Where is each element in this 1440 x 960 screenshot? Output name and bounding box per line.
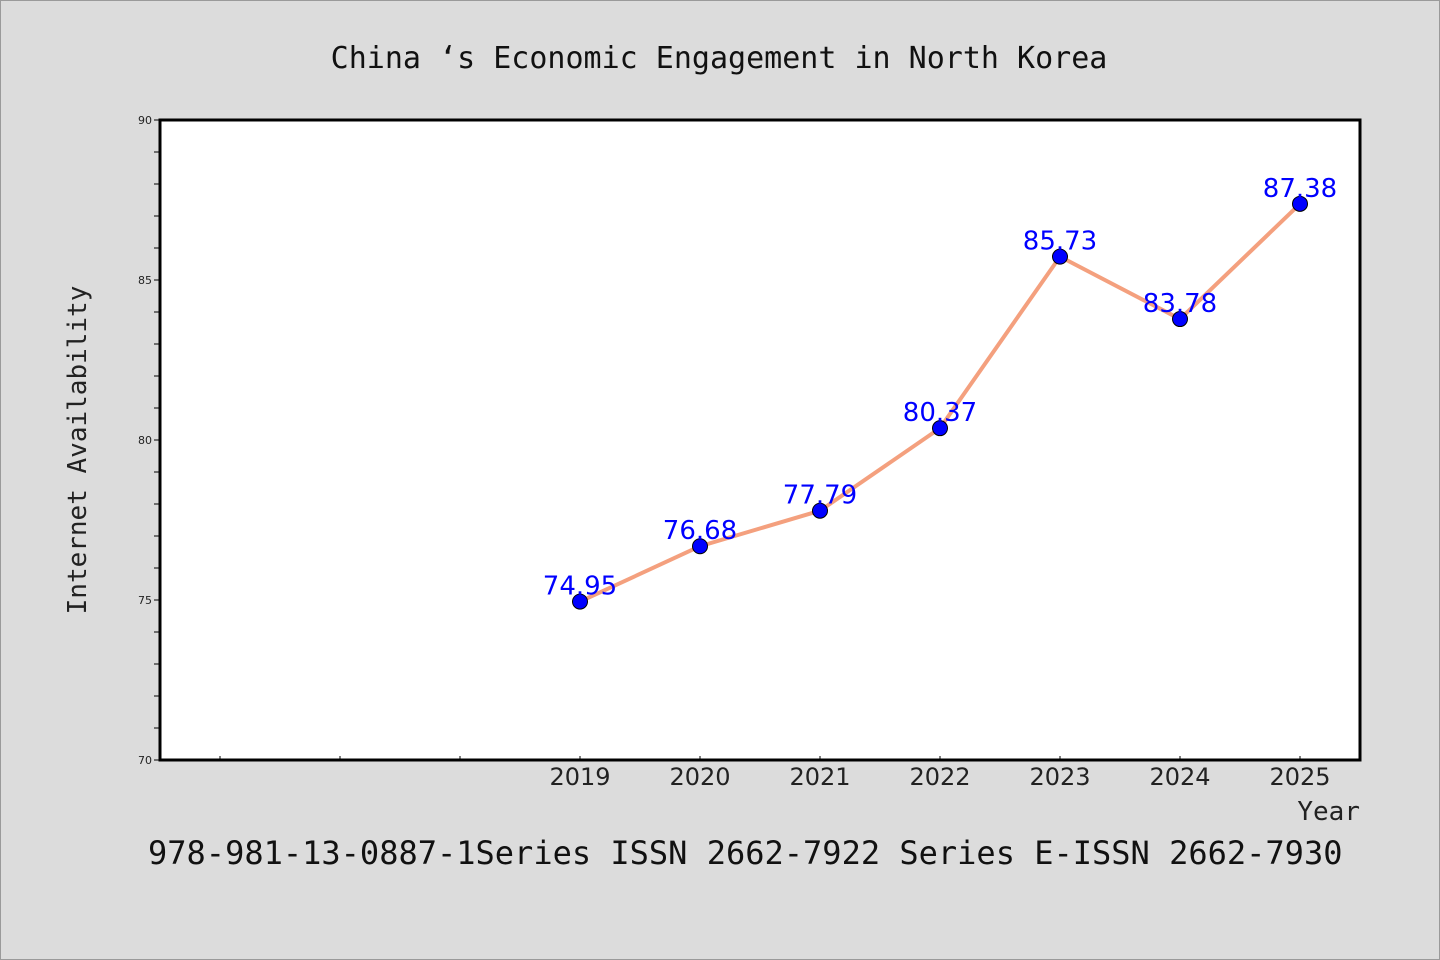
data-label: 76.68 xyxy=(663,516,737,546)
data-point-marker xyxy=(692,538,708,555)
data-point-marker xyxy=(932,420,948,437)
x-tick-label: 2019 xyxy=(549,763,610,791)
plot-area xyxy=(158,118,1362,762)
y-tick-label: 75 xyxy=(138,594,152,607)
data-label: 83.78 xyxy=(1143,289,1217,319)
x-tick-label: 2024 xyxy=(1149,763,1210,791)
data-point-marker xyxy=(1172,311,1188,328)
x-tick-label: 2020 xyxy=(669,763,730,791)
y-tick-label: 80 xyxy=(138,434,152,447)
y-tick-label: 85 xyxy=(138,274,152,287)
x-tick-label: 2021 xyxy=(789,763,850,791)
data-markers xyxy=(572,195,1308,610)
x-tick-label: 2022 xyxy=(909,763,970,791)
y-tick-label: 70 xyxy=(138,754,152,767)
y-tick-label: 90 xyxy=(138,114,152,127)
y-axis-label: Internet Availability xyxy=(63,286,93,615)
footer-isbn-text: 978-981-13-0887-1Series ISSN 2662-7922 S… xyxy=(148,834,1342,872)
y-minor-ticks xyxy=(154,119,160,761)
x-axis-label: Year xyxy=(1297,797,1360,827)
x-tick-label: 2023 xyxy=(1029,763,1090,791)
data-point-marker xyxy=(812,502,828,519)
x-tick-label: 2025 xyxy=(1269,763,1330,791)
data-labels: 74.95 76.68 77.79 80.37 85.73 83.78 87.38 xyxy=(543,174,1337,602)
data-label: 80.37 xyxy=(903,398,977,428)
data-label: 74.95 xyxy=(543,572,617,602)
data-label: 85.73 xyxy=(1023,227,1097,257)
data-point-marker xyxy=(1292,195,1308,212)
y-axis-ticks: 70 75 80 85 90 xyxy=(138,114,152,767)
data-label: 87.38 xyxy=(1263,174,1337,204)
data-point-marker xyxy=(1052,248,1068,265)
x-axis-ticks: 2019 2020 2021 2022 2023 2024 2025 xyxy=(219,756,1331,791)
data-point-marker xyxy=(572,593,588,610)
data-label: 77.79 xyxy=(783,481,857,511)
chart-title: China ‘s Economic Engagement in North Ko… xyxy=(331,41,1108,76)
